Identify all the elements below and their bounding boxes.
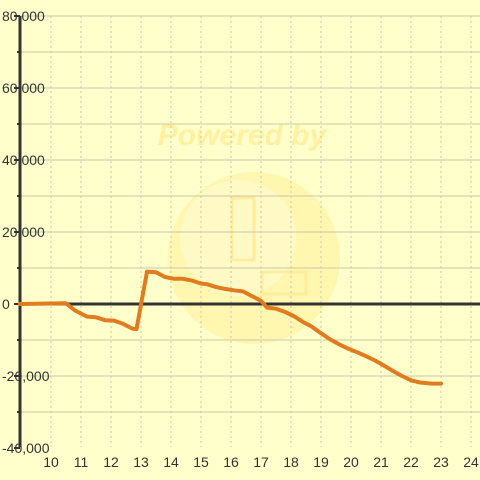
y-tick-label: 60,000 [2, 80, 45, 96]
x-tick-label: 19 [313, 454, 329, 470]
x-tick-label: 11 [74, 454, 89, 470]
series-line [18, 269, 443, 386]
y-tick-label: 40,000 [2, 152, 45, 168]
x-tick-label: 17 [253, 454, 269, 470]
watermark-globe-highlight [180, 180, 296, 296]
series-layer [18, 269, 443, 386]
y-tick-label: -20,000 [2, 368, 50, 384]
watermark-bar-1 [230, 196, 256, 262]
x-tick-label: 16 [223, 454, 239, 470]
y-tick-label: 20,000 [2, 224, 45, 240]
x-tick-label: 20 [343, 454, 359, 470]
watermark-bar-2 [260, 270, 308, 296]
x-tick-label: 13 [133, 454, 149, 470]
x-tick-label: 14 [163, 454, 179, 470]
x-tick-label: 24 [463, 454, 479, 470]
x-tick-label: 15 [193, 454, 209, 470]
x-tick-label: 10 [43, 454, 59, 470]
x-axis: 10 11 12 13 14 15 16 17 18 19 20 21 22 23 24 [20, 302, 480, 470]
y-tick-label: 80,000 [2, 8, 45, 24]
x-tick-label: 12 [103, 454, 119, 470]
x-tick-label: 23 [433, 454, 449, 470]
x-tick-label: 18 [283, 454, 299, 470]
y-tick-label: -40,000 [2, 440, 50, 456]
x-tick-label: 22 [403, 454, 419, 470]
x-tick-label: 21 [373, 454, 389, 470]
y-tick-label: 0 [2, 296, 10, 312]
y-axis: -40,000 -20,000 0 20,000 40,000 60,000 80,000 [2, 8, 50, 456]
